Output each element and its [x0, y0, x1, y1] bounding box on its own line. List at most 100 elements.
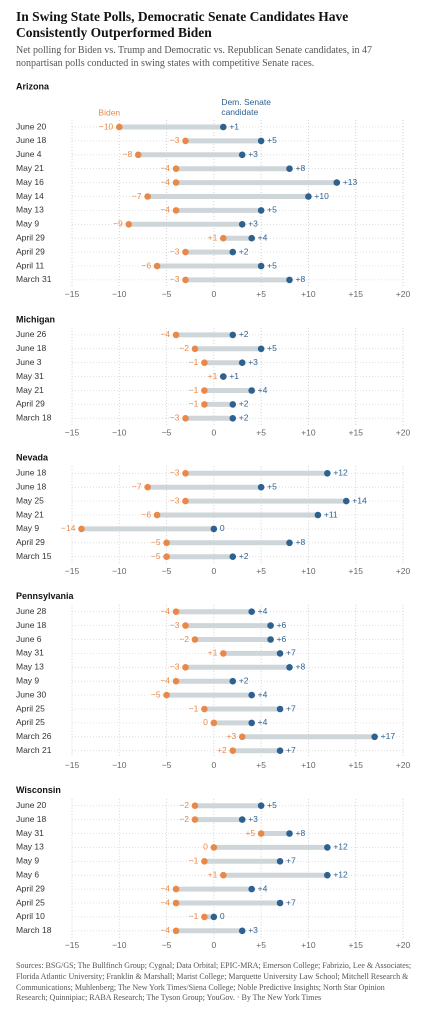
value-label: +4 [258, 717, 268, 727]
value-label: +7 [286, 856, 296, 866]
value-label: −9 [113, 219, 123, 229]
value-label: −2 [179, 634, 189, 644]
value-label: −3 [170, 135, 180, 145]
row-label: March 26 [16, 731, 52, 741]
dot [248, 691, 255, 699]
x-tick-label: 0 [211, 566, 216, 576]
x-tick-label: −15 [65, 760, 80, 770]
value-label: +1 [208, 232, 218, 242]
value-label: +2 [217, 745, 227, 755]
row-label: June 20 [16, 800, 47, 810]
row-label: May 9 [16, 675, 39, 685]
dot [201, 359, 208, 367]
value-label: +4 [258, 232, 268, 242]
panel-title: Michigan [16, 314, 55, 324]
dot [172, 207, 180, 214]
dot [201, 387, 208, 394]
dot [182, 470, 189, 477]
value-label: −3 [170, 274, 180, 284]
dot [229, 248, 237, 256]
dot [333, 179, 341, 186]
value-label: +3 [248, 357, 258, 367]
x-tick-label: +5 [256, 760, 266, 770]
row-label: May 14 [16, 191, 44, 201]
value-label: +10 [314, 191, 329, 201]
dot [220, 650, 227, 657]
value-label: +1 [229, 121, 239, 131]
dot [314, 511, 322, 519]
dot [201, 858, 208, 865]
dot [229, 553, 237, 560]
value-label: +2 [239, 675, 249, 685]
row-label: April 11 [16, 260, 44, 270]
value-label: +1 [208, 371, 218, 381]
row-label: May 13 [16, 662, 44, 672]
value-label: −1 [189, 703, 199, 713]
dot [172, 927, 180, 935]
x-tick-label: +5 [256, 428, 266, 438]
value-label: +2 [239, 329, 249, 339]
x-tick-label: +20 [396, 760, 411, 770]
row-label: June 18 [16, 814, 47, 824]
value-label: −2 [179, 343, 189, 353]
dot [238, 927, 246, 935]
row-label: May 16 [16, 177, 44, 187]
value-label: +6 [277, 634, 287, 644]
value-label: +13 [343, 177, 358, 187]
row-label: April 29 [16, 232, 45, 242]
dot [342, 497, 350, 505]
value-label: −4 [160, 177, 170, 187]
dot [257, 345, 265, 353]
value-label: 0 [203, 842, 208, 852]
value-label: −7 [132, 191, 142, 201]
panel-title: Pennsylvania [16, 591, 75, 601]
dot [144, 193, 151, 200]
value-label: +3 [248, 149, 258, 159]
dot [276, 705, 284, 713]
panel-title: Arizona [16, 81, 50, 91]
dot [201, 401, 208, 408]
value-label: −2 [179, 800, 189, 810]
value-label: −8 [122, 149, 132, 159]
value-label: −4 [160, 329, 170, 339]
dot [305, 193, 312, 200]
row-label: May 13 [16, 205, 44, 215]
dot [163, 553, 170, 560]
value-label: +5 [245, 828, 255, 838]
value-label: +2 [239, 246, 249, 256]
row-label: April 25 [16, 717, 45, 727]
value-label: −1 [189, 856, 199, 866]
value-label: −2 [179, 814, 189, 824]
x-tick-label: −5 [162, 289, 172, 299]
row-label: April 29 [16, 537, 45, 547]
dot [248, 387, 255, 394]
value-label: −10 [99, 121, 114, 131]
dot [267, 622, 274, 629]
value-label: +5 [267, 481, 277, 491]
value-label: +5 [267, 260, 277, 270]
x-tick-label: +5 [256, 289, 266, 299]
x-tick-label: −10 [112, 940, 127, 950]
value-label: −4 [160, 883, 170, 893]
dot [238, 733, 246, 741]
dot [229, 331, 237, 339]
value-label: +1 [229, 371, 239, 381]
value-label: −4 [160, 606, 170, 616]
value-label: +4 [258, 689, 268, 699]
dot [78, 525, 85, 533]
x-tick-label: +5 [256, 566, 266, 576]
dot [182, 622, 189, 629]
dot [276, 650, 284, 657]
x-tick-label: 0 [211, 289, 216, 299]
value-label: +2 [239, 399, 249, 409]
dot [276, 899, 284, 907]
value-label: 0 [203, 717, 208, 727]
x-tick-label: +10 [301, 566, 316, 576]
dot [172, 885, 180, 893]
dot [257, 802, 265, 809]
dot [267, 636, 274, 643]
row-label: May 31 [16, 371, 44, 381]
value-label: +4 [258, 606, 268, 616]
value-label: +7 [286, 897, 296, 907]
dot [210, 913, 218, 921]
